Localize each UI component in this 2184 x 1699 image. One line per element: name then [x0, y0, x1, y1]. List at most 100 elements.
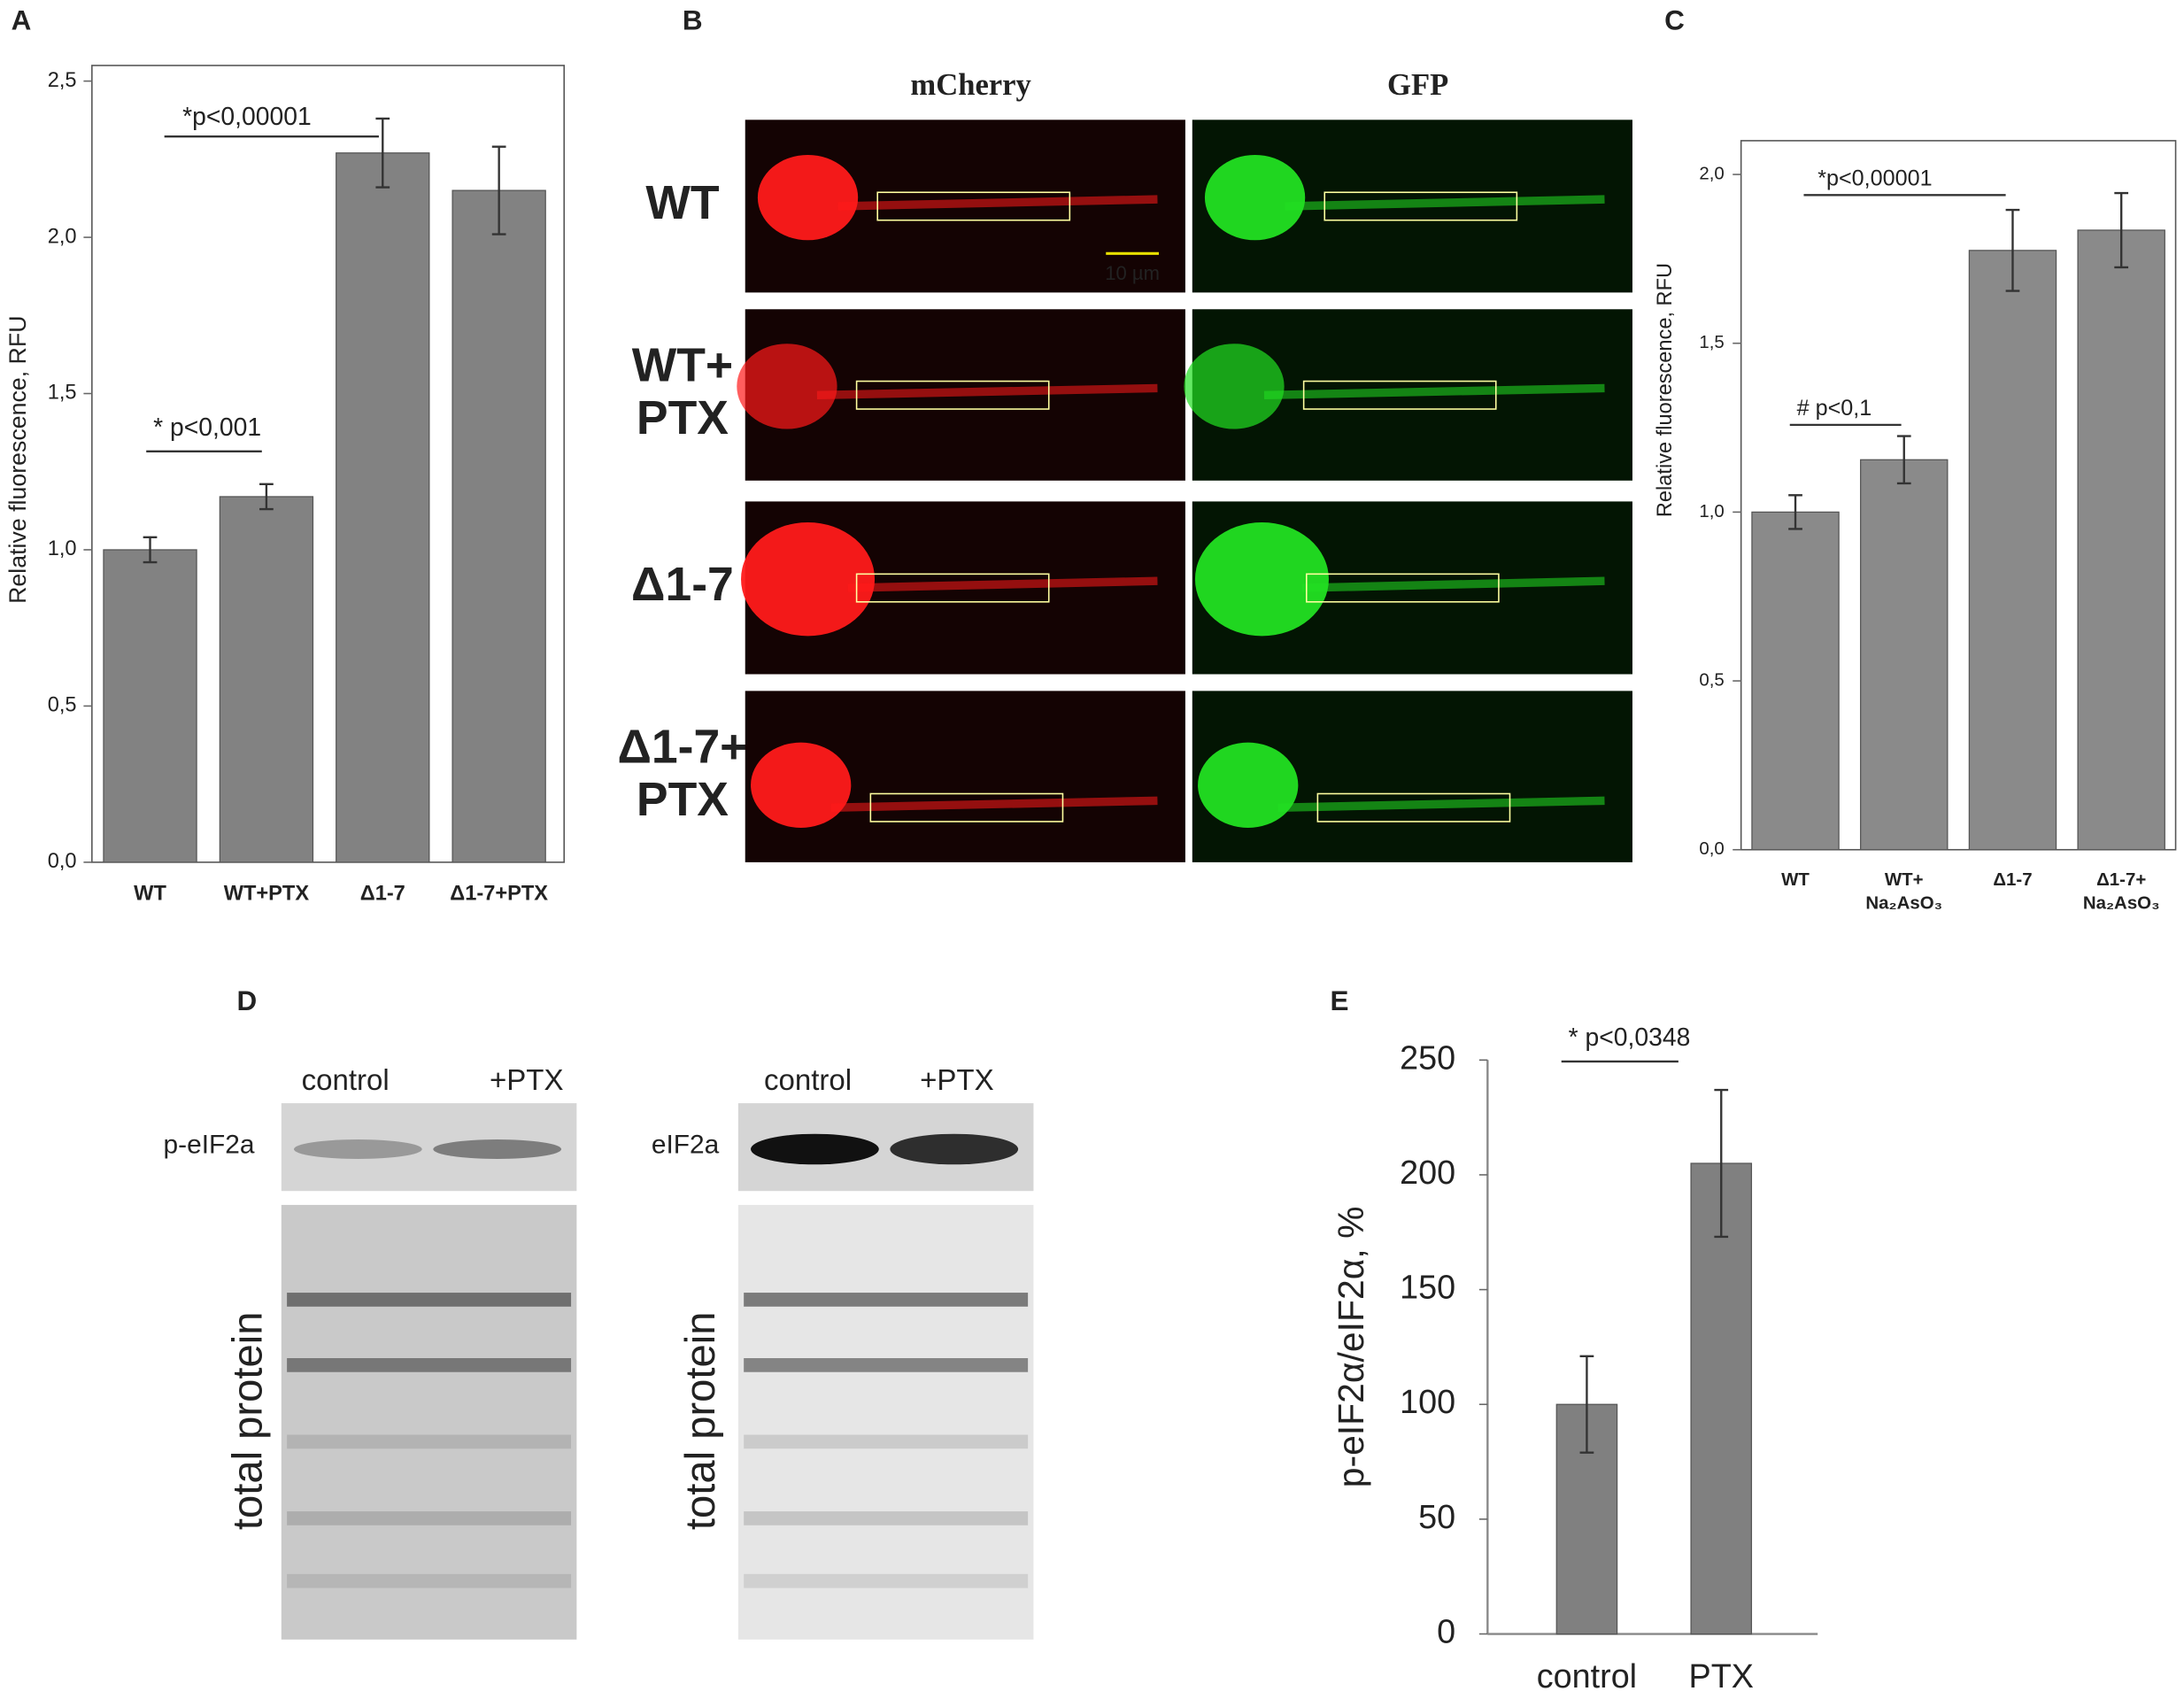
- protein-band: [744, 1573, 1029, 1588]
- y-axis-label: Relative fluorescence, RFU: [4, 315, 31, 603]
- error-bar: [2114, 191, 2129, 269]
- chart: C 0,0 0,5 1,0 1,5 2,0 Relative fluorescence, R…: [1654, 4, 2177, 914]
- protein-band: [287, 1293, 572, 1307]
- neurite: [1263, 383, 1605, 400]
- cell-body: [1204, 154, 1306, 241]
- scale-bar-label: 10 µm: [1105, 262, 1160, 284]
- roi-box: [855, 573, 1050, 603]
- chart: E 0 50 100 150 200 250 p-eIF2α/eIF2α, % control P…: [1331, 985, 1818, 1695]
- x-tick-label: Δ1-7+: [2096, 869, 2146, 890]
- significance-label: *p<0,00001: [182, 103, 312, 131]
- protein-band: [287, 1511, 572, 1525]
- error-bar: [143, 536, 158, 564]
- blot-label: p-eIF2a: [164, 1131, 255, 1160]
- lane-label: +PTX: [490, 1064, 564, 1097]
- y-tick-label: 0: [1437, 1613, 1455, 1650]
- x-tick-label: Na₂AsO₃: [1865, 893, 1942, 914]
- neurite: [837, 195, 1158, 211]
- column-label: mCherry: [910, 68, 1030, 102]
- y-tick-label: 2,0: [48, 225, 77, 248]
- neurite: [1285, 195, 1605, 211]
- y-tick-label: 1,5: [1699, 332, 1724, 352]
- x-tick-label: PTX: [1689, 1658, 1754, 1695]
- y-tick-label: 1,0: [48, 537, 77, 560]
- y-tick-label: 0,0: [1699, 838, 1724, 859]
- y-tick-label: 250: [1400, 1039, 1455, 1077]
- row-label: PTX: [637, 774, 729, 826]
- protein-band: [287, 1573, 572, 1588]
- neurite: [1301, 576, 1605, 592]
- roi-box: [1302, 380, 1497, 410]
- error-bar: [1896, 435, 1911, 485]
- error-bar: [375, 117, 390, 189]
- lane-label: +PTX: [920, 1064, 994, 1097]
- error-bar: [259, 483, 274, 511]
- bar: [1860, 459, 1949, 851]
- significance-label: *p<0,00001: [1817, 166, 1932, 191]
- y-axis-label: p-eIF2α/eIF2α, %: [1331, 1207, 1371, 1488]
- panel-letter: C: [1664, 4, 1685, 35]
- total-protein-stain: [281, 1204, 577, 1640]
- protein-band: [744, 1434, 1029, 1449]
- total-protein-stain: [737, 1204, 1034, 1640]
- blot-strip: [281, 1103, 577, 1192]
- chart: A 0,0 0,5 1,0 1,5 2,0 2,5 Relative fluorescence…: [4, 4, 565, 905]
- neurite: [816, 383, 1158, 400]
- band: [433, 1139, 562, 1160]
- bar: [1751, 511, 1840, 851]
- panel-letter: B: [683, 4, 703, 35]
- column-label: GFP: [1387, 68, 1448, 102]
- bar: [336, 152, 430, 863]
- x-tick-label: WT+: [1885, 869, 1924, 890]
- y-tick-label: 1,0: [1699, 501, 1724, 521]
- cell-body: [1194, 522, 1329, 637]
- panel-letter: D: [236, 985, 257, 1016]
- neurite: [830, 796, 1158, 812]
- row-label: PTX: [637, 392, 729, 444]
- x-tick-label: Δ1-7: [1993, 869, 2032, 890]
- roi-box: [1306, 573, 1500, 603]
- loading-label: total protein: [225, 1312, 272, 1531]
- cell-body: [741, 522, 876, 637]
- roi-box: [876, 191, 1071, 221]
- y-tick-label: 50: [1418, 1499, 1455, 1536]
- error-bar: [1788, 494, 1802, 530]
- y-tick-label: 1,5: [48, 382, 77, 405]
- cell-body: [737, 344, 837, 429]
- row-label: WT+: [632, 339, 733, 391]
- significance-label: * p<0,0348: [1569, 1023, 1691, 1052]
- panel-letter: A: [12, 4, 32, 35]
- significance-label: # p<0,1: [1797, 396, 1872, 421]
- bar: [103, 549, 197, 863]
- protein-band: [744, 1358, 1029, 1372]
- panel-letter: E: [1331, 985, 1349, 1016]
- x-tick-label: WT+PTX: [224, 882, 310, 905]
- lane-label: control: [302, 1064, 390, 1097]
- plot-frame: [91, 65, 565, 863]
- bar: [1690, 1162, 1753, 1635]
- cell-body: [757, 154, 859, 241]
- row-label: WT: [645, 177, 719, 229]
- error-bar: [1714, 1088, 1729, 1239]
- y-tick-label: 0,5: [1699, 669, 1724, 690]
- x-tick-label: Δ1-7+PTX: [450, 882, 548, 905]
- row-label: Δ1-7+: [617, 721, 747, 773]
- protein-band: [287, 1434, 572, 1449]
- error-bar: [2005, 208, 2020, 292]
- y-tick-label: 0,0: [48, 850, 77, 873]
- neurite: [847, 576, 1158, 592]
- neurite: [1277, 796, 1605, 812]
- roi-box: [855, 380, 1050, 410]
- significance-label: * p<0,001: [153, 413, 261, 442]
- y-tick-label: 2,5: [48, 69, 77, 92]
- y-tick-label: 2,0: [1699, 163, 1724, 183]
- band: [751, 1133, 879, 1165]
- bar: [1968, 250, 2057, 851]
- x-tick-label: control: [1537, 1658, 1637, 1695]
- x-tick-label: Na₂AsO₃: [2083, 893, 2160, 914]
- blot-label: eIF2a: [652, 1131, 720, 1160]
- protein-band: [744, 1511, 1029, 1525]
- protein-band: [744, 1293, 1029, 1307]
